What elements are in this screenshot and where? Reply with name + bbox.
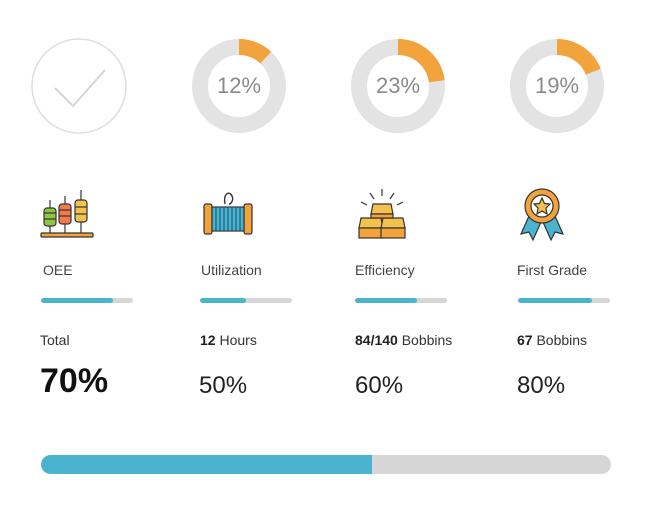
detail-text: Bobbins: [532, 332, 588, 348]
utilization-detail: 12 Hours: [200, 332, 257, 348]
overall-progress-bar: [41, 455, 611, 474]
metric-label-utilization: Utilization: [201, 262, 262, 278]
donut-efficiency: 23%: [350, 38, 446, 139]
donut-chart: [351, 39, 445, 133]
metric-label-efficiency: Efficiency: [355, 262, 415, 278]
metric-label-oee: OEE: [43, 262, 73, 278]
first-grade-value: 80%: [517, 372, 566, 399]
donut-first-grade: 19%: [509, 38, 605, 139]
overall-progress-fill: [41, 455, 372, 474]
gold-bars-icon: [358, 189, 406, 239]
donut-chart: [510, 39, 604, 133]
detail-text: Bobbins: [397, 332, 453, 348]
checkmark-icon: [31, 38, 127, 134]
detail-text: Total: [40, 332, 70, 348]
detail-text: Hours: [215, 332, 257, 348]
efficiency-detail: 84/140 Bobbins: [355, 332, 452, 348]
oee-detail: Total: [40, 332, 70, 348]
donut-percent: 12%: [216, 73, 262, 98]
donut-percent: 23%: [375, 73, 421, 98]
progress-fill: [200, 298, 246, 303]
check-circle: [31, 38, 127, 139]
oee-value: 70%: [40, 362, 109, 400]
progress-fill: [355, 298, 417, 303]
detail-number: 12: [200, 332, 216, 348]
coil-icon: [203, 192, 253, 235]
first-grade-progress-bar: [518, 298, 610, 303]
efficiency-progress-bar: [355, 298, 447, 303]
donut-progress-arc: [510, 39, 604, 133]
oee-progress-bar: [41, 298, 133, 303]
detail-number: 84/140: [355, 332, 398, 348]
donut-progress-arc: [192, 39, 286, 133]
progress-fill: [518, 298, 592, 303]
metric-label-first-grade: First Grade: [517, 262, 588, 278]
first-grade-detail: 67 Bobbins: [517, 332, 587, 348]
utilization-progress-bar: [200, 298, 292, 303]
bobbins-icon: [40, 190, 94, 238]
detail-number: 67: [517, 332, 533, 348]
donut-chart: [192, 39, 286, 133]
medal-icon: [519, 188, 565, 242]
utilization-value: 50%: [199, 372, 248, 399]
donut-progress-arc: [351, 39, 445, 133]
efficiency-value: 60%: [355, 372, 404, 399]
donut-utilization: 12%: [191, 38, 287, 139]
progress-fill: [41, 298, 113, 303]
donut-percent: 19%: [534, 73, 580, 98]
